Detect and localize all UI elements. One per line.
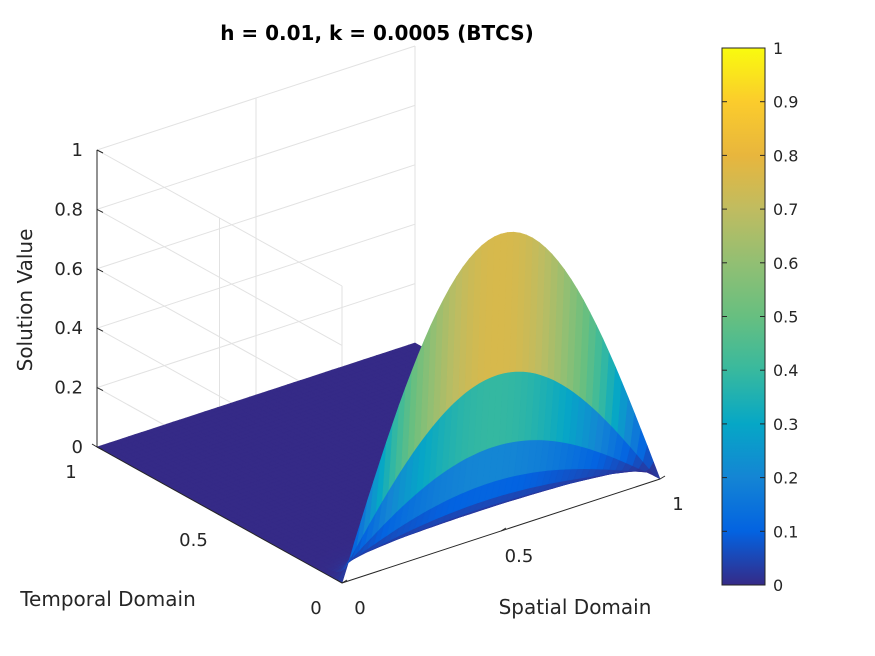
- colorbar-tick-label: 0.4: [773, 361, 798, 380]
- colorbar-tick-label: 0.7: [773, 200, 798, 219]
- x-tick-label: 0: [354, 598, 365, 619]
- colorbar-tick-label: 0.2: [773, 469, 798, 488]
- axis-layer: 0 0.5 1 0 0.5 1 0 0.2 0.4 0.6 0.8 1: [54, 140, 683, 619]
- colorbar-tick-label: 0.5: [773, 308, 798, 327]
- colorbar-tick-label: 0.1: [773, 522, 798, 541]
- colorbar-ticks: 0 0.1 0.2 0.3 0.4 0.5 0.6 0.7 0.8 0.9 1: [722, 39, 798, 595]
- z-tick-mark: [96, 327, 104, 332]
- y-tick-label: 0.5: [179, 530, 208, 551]
- x-axis-label: Spatial Domain: [499, 595, 652, 619]
- colorbar-tick-label: 0.9: [773, 93, 798, 112]
- x-tick-mark: [500, 527, 507, 532]
- chart-title: h = 0.01, k = 0.0005 (BTCS): [220, 21, 534, 45]
- z-tick-label: 0.4: [54, 318, 83, 339]
- z-tick-mark: [96, 387, 104, 392]
- colorbar-tick-label: 0: [773, 576, 783, 595]
- z-axis-label: Solution Value: [13, 229, 37, 372]
- colorbar-tick-label: 0.3: [773, 415, 798, 434]
- surface-patch: [649, 461, 661, 480]
- colorbar-gradient: [721, 47, 766, 586]
- y-axis-label: Temporal Domain: [19, 587, 196, 611]
- z-tick-label: 0: [72, 437, 83, 458]
- y-tick-label: 1: [65, 462, 76, 483]
- colorbar: 0 0.1 0.2 0.3 0.4 0.5 0.6 0.7 0.8 0.9 1: [721, 39, 798, 595]
- x-tick-mark: [341, 579, 348, 584]
- surface-layer: [96, 231, 661, 584]
- z-tick-label: 1: [72, 140, 83, 161]
- x-tick-mark: [659, 475, 666, 480]
- z-tick-mark: [96, 446, 104, 451]
- z-tick-mark: [96, 268, 104, 273]
- colorbar-tick-label: 0.6: [773, 254, 798, 273]
- colorbar-tick-label: 0.8: [773, 146, 798, 165]
- z-tick-label: 0.8: [54, 199, 83, 220]
- y-tick-label: 0: [310, 598, 321, 619]
- z-tick-mark: [96, 208, 104, 213]
- y-tick-mark: [214, 511, 220, 516]
- x-tick-label: 1: [672, 494, 683, 515]
- y-tick-mark: [91, 443, 98, 448]
- z-tick-label: 0.6: [54, 259, 83, 280]
- y-tick-mark: [336, 579, 343, 584]
- x-tick-label: 0.5: [505, 546, 534, 567]
- colorbar-tick-label: 1: [773, 39, 783, 58]
- z-tick-label: 0.2: [54, 378, 83, 399]
- z-tick-mark: [96, 149, 104, 154]
